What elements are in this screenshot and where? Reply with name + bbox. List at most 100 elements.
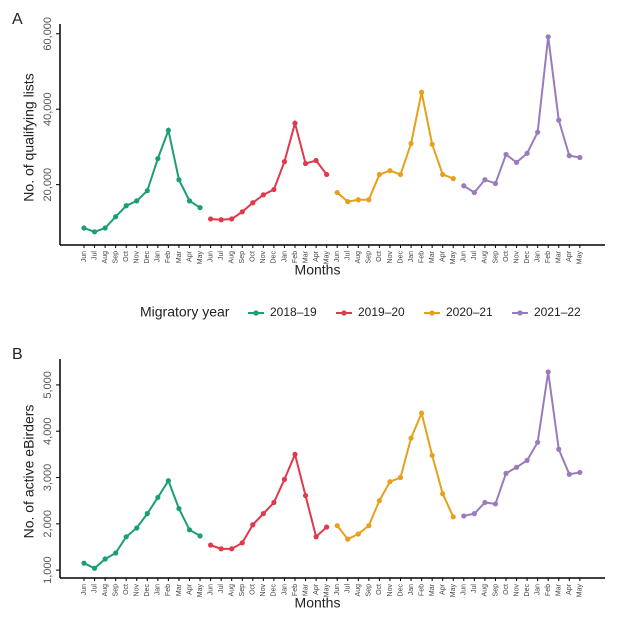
x-tick-label: Oct bbox=[503, 251, 510, 262]
x-tick-label: May bbox=[450, 251, 457, 265]
series-line bbox=[463, 36, 581, 194]
x-tick-label: Aug bbox=[355, 584, 362, 597]
x-tick-label: Jun bbox=[207, 251, 214, 262]
x-tick-label: Feb bbox=[545, 584, 552, 596]
y-axis-label: No. of qualifying lists bbox=[21, 73, 37, 201]
point bbox=[281, 476, 288, 482]
x-tick-label: May bbox=[197, 584, 204, 598]
point bbox=[324, 171, 330, 178]
x-tick-label: Nov bbox=[387, 584, 394, 597]
legend-title: Migratory year bbox=[140, 304, 230, 320]
x-tick-label: Mar bbox=[429, 250, 436, 263]
x-tick-label: Mar bbox=[302, 250, 309, 263]
point bbox=[566, 471, 572, 477]
x-tick-label: Sep bbox=[366, 251, 373, 264]
legend-label: 2020–21 bbox=[446, 305, 493, 319]
x-tick-label: Mar bbox=[429, 583, 436, 596]
point bbox=[577, 154, 583, 161]
x-tick-label: Aug bbox=[482, 251, 489, 264]
point bbox=[197, 205, 203, 211]
point bbox=[397, 171, 404, 178]
point bbox=[239, 209, 245, 215]
x-tick-label: Jun bbox=[461, 251, 468, 262]
x-tick-label: Apr bbox=[313, 583, 320, 595]
point bbox=[324, 524, 330, 530]
point bbox=[260, 511, 266, 517]
point bbox=[302, 160, 309, 167]
x-tick-label: Jul bbox=[471, 584, 478, 593]
point bbox=[218, 217, 224, 223]
x-tick-label: Sep bbox=[492, 584, 499, 597]
point bbox=[503, 151, 509, 158]
x-tick-label: Feb bbox=[292, 251, 299, 263]
legend-dot bbox=[341, 310, 347, 316]
point bbox=[155, 156, 161, 162]
x-tick-label: Dec bbox=[397, 251, 404, 264]
x-tick-label: Dec bbox=[271, 584, 278, 597]
x-tick-label: May bbox=[197, 251, 204, 265]
point bbox=[81, 560, 87, 566]
point bbox=[113, 550, 119, 556]
x-tick-label: Jan bbox=[281, 584, 288, 595]
x-tick-label: Oct bbox=[250, 584, 257, 595]
x-tick-label: Jan bbox=[408, 584, 415, 595]
point bbox=[366, 523, 372, 529]
series-line bbox=[83, 478, 201, 570]
x-tick-label: Jun bbox=[334, 251, 341, 262]
point bbox=[429, 452, 435, 458]
y-tick-label: 40,000 bbox=[42, 92, 54, 126]
point bbox=[165, 478, 171, 484]
point bbox=[313, 534, 319, 540]
point bbox=[556, 446, 562, 452]
x-tick-label: Jul bbox=[345, 584, 352, 593]
point bbox=[155, 494, 161, 501]
point bbox=[535, 129, 541, 135]
x-tick-label: Jan bbox=[155, 251, 162, 262]
x-axis-label: Months bbox=[295, 595, 341, 611]
x-tick-label: Jan bbox=[281, 251, 288, 262]
x-tick-label: Jun bbox=[461, 584, 468, 595]
point bbox=[313, 157, 319, 164]
point bbox=[471, 189, 477, 196]
point bbox=[239, 540, 245, 546]
x-tick-label: Apr bbox=[566, 583, 573, 595]
x-tick-label: Dec bbox=[144, 584, 151, 597]
x-tick-label: Oct bbox=[376, 584, 383, 595]
point bbox=[144, 511, 150, 517]
point bbox=[513, 159, 520, 165]
x-tick-label: Oct bbox=[376, 251, 383, 262]
point bbox=[229, 216, 235, 222]
x-axis-label: Months bbox=[295, 262, 341, 278]
x-tick-label: Jul bbox=[218, 584, 225, 593]
x-tick-label: Feb bbox=[418, 584, 425, 596]
x-tick-label: May bbox=[577, 584, 584, 598]
point bbox=[450, 514, 456, 520]
x-tick-label: Sep bbox=[366, 584, 373, 597]
point bbox=[408, 140, 414, 147]
point bbox=[186, 198, 193, 204]
point bbox=[208, 542, 214, 548]
x-tick-label: Feb bbox=[165, 251, 172, 263]
point bbox=[429, 141, 435, 147]
point bbox=[492, 501, 499, 507]
point bbox=[281, 159, 288, 165]
x-tick-label: Nov bbox=[260, 251, 267, 264]
point bbox=[102, 556, 108, 562]
point bbox=[102, 225, 108, 231]
x-tick-label: Nov bbox=[513, 251, 520, 264]
point bbox=[545, 369, 551, 375]
point bbox=[229, 546, 235, 552]
point bbox=[513, 464, 520, 470]
y-tick-label: 60,000 bbox=[42, 17, 54, 51]
point bbox=[302, 492, 309, 499]
point bbox=[387, 479, 393, 485]
point bbox=[440, 491, 446, 497]
point bbox=[186, 527, 193, 533]
x-tick-label: Apr bbox=[440, 583, 447, 595]
legend-dot bbox=[429, 310, 435, 316]
x-tick-label: Mar bbox=[556, 250, 563, 263]
point bbox=[566, 153, 572, 159]
point bbox=[218, 546, 224, 552]
point bbox=[482, 177, 488, 183]
